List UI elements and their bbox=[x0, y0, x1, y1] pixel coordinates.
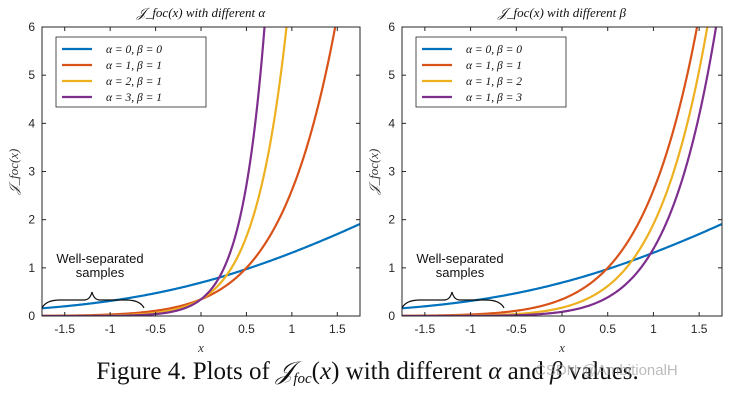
legend-entry-2: α = 2, β = 1 bbox=[106, 76, 162, 88]
y-tick-label: 6 bbox=[388, 20, 395, 34]
x-tick-label: 0 bbox=[198, 322, 205, 336]
series-line-0 bbox=[42, 222, 360, 310]
y-tick-label: 4 bbox=[28, 116, 35, 130]
annotation-line2: samples bbox=[436, 265, 485, 280]
legend-entry-3: α = 1, β = 3 bbox=[466, 92, 522, 104]
x-tick-label: -1 bbox=[105, 322, 116, 336]
figure-caption: Figure 4. Plots of 𝒥foc(x) with differen… bbox=[0, 358, 735, 388]
x-tick-label: 1 bbox=[289, 322, 296, 336]
right-panel: -1.5 -1 -0.5 0 0.5 1 1.5 0 1 2 3 4 5 6 𝒥_foc(x) with d… bbox=[366, 5, 723, 355]
y-tick-label: 0 bbox=[388, 309, 395, 323]
caption-prefix: Figure 4. Plots of bbox=[96, 358, 277, 385]
legend: α = 0, β = 0 α = 1, β = 1 α = 1, β = 2 α = … bbox=[415, 36, 567, 108]
caption-math-foc: foc bbox=[293, 371, 312, 387]
watermark: CSDN @AmbitionalH bbox=[535, 362, 678, 379]
caption-math-J: 𝒥 bbox=[276, 358, 294, 385]
y-tick-label: 6 bbox=[28, 20, 35, 34]
x-tick-label: 0.5 bbox=[238, 322, 255, 336]
legend-entry-2: α = 1, β = 2 bbox=[466, 76, 522, 88]
y-tick-label: 2 bbox=[388, 213, 395, 227]
x-tick-label: 0 bbox=[559, 322, 566, 336]
x-axis-label: x bbox=[558, 340, 565, 355]
annotation-brace bbox=[41, 291, 145, 309]
y-tick-label: 3 bbox=[388, 165, 395, 179]
chart-title: 𝒥_foc(x) with different α bbox=[136, 5, 266, 20]
caption-suffix: values. bbox=[562, 358, 639, 385]
annotation-line1: Well-separated bbox=[416, 251, 503, 266]
y-tick-label: 0 bbox=[28, 309, 35, 323]
y-axis-label: 𝒥_foc(x) bbox=[366, 149, 381, 196]
series-line-0 bbox=[402, 222, 722, 310]
y-tick-label: 4 bbox=[388, 116, 395, 130]
x-tick-label: -0.5 bbox=[145, 322, 166, 336]
x-tick-label: 1.5 bbox=[329, 322, 346, 336]
chart-canvas: -1.5 -1 -0.5 0 0.5 1 1.5 0 1 2 3 4 5 6 𝒥_foc(x) with d… bbox=[6, 5, 723, 355]
x-tick-label: -0.5 bbox=[506, 322, 527, 336]
legend-entry-0: α = 0, β = 0 bbox=[106, 44, 162, 56]
annotation-line1: Well-separated bbox=[56, 251, 143, 266]
y-tick-label: 5 bbox=[28, 68, 35, 82]
caption-math-x: (x) bbox=[311, 358, 340, 385]
legend-entry-1: α = 1, β = 1 bbox=[466, 60, 522, 72]
legend: α = 0, β = 0 α = 1, β = 1 α = 2, β = 1 α = … bbox=[55, 36, 207, 108]
y-axis-label: 𝒥_foc(x) bbox=[6, 149, 21, 196]
legend-entry-0: α = 0, β = 0 bbox=[466, 44, 522, 56]
x-tick-label: 1 bbox=[650, 322, 657, 336]
x-axis-label: x bbox=[197, 340, 204, 355]
y-tick-label: 3 bbox=[28, 165, 35, 179]
y-tick-label: 2 bbox=[28, 213, 35, 227]
x-tick-label: 0.5 bbox=[599, 322, 616, 336]
x-tick-label: -1.5 bbox=[54, 322, 75, 336]
caption-beta: β bbox=[549, 358, 563, 385]
caption-and: and bbox=[501, 358, 550, 385]
chart-title: 𝒥_foc(x) with different β bbox=[497, 5, 626, 20]
annotation-line2: samples bbox=[76, 265, 125, 280]
legend-entry-1: α = 1, β = 1 bbox=[106, 60, 162, 72]
y-tick-label: 1 bbox=[28, 261, 35, 275]
x-tick-label: 1.5 bbox=[691, 322, 708, 336]
caption-mid: with different bbox=[339, 358, 489, 385]
left-panel: -1.5 -1 -0.5 0 0.5 1 1.5 0 1 2 3 4 5 6 𝒥_foc(x) with d… bbox=[6, 5, 361, 355]
y-tick-label: 1 bbox=[388, 261, 395, 275]
legend-entry-3: α = 3, β = 1 bbox=[106, 92, 162, 104]
caption-alpha: α bbox=[488, 358, 502, 385]
x-tick-label: -1.5 bbox=[415, 322, 436, 336]
annotation-brace bbox=[401, 291, 505, 309]
x-tick-label: -1 bbox=[465, 322, 476, 336]
y-tick-label: 5 bbox=[388, 68, 395, 82]
